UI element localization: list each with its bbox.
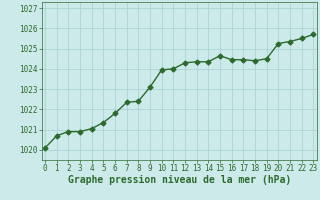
X-axis label: Graphe pression niveau de la mer (hPa): Graphe pression niveau de la mer (hPa) (68, 175, 291, 185)
